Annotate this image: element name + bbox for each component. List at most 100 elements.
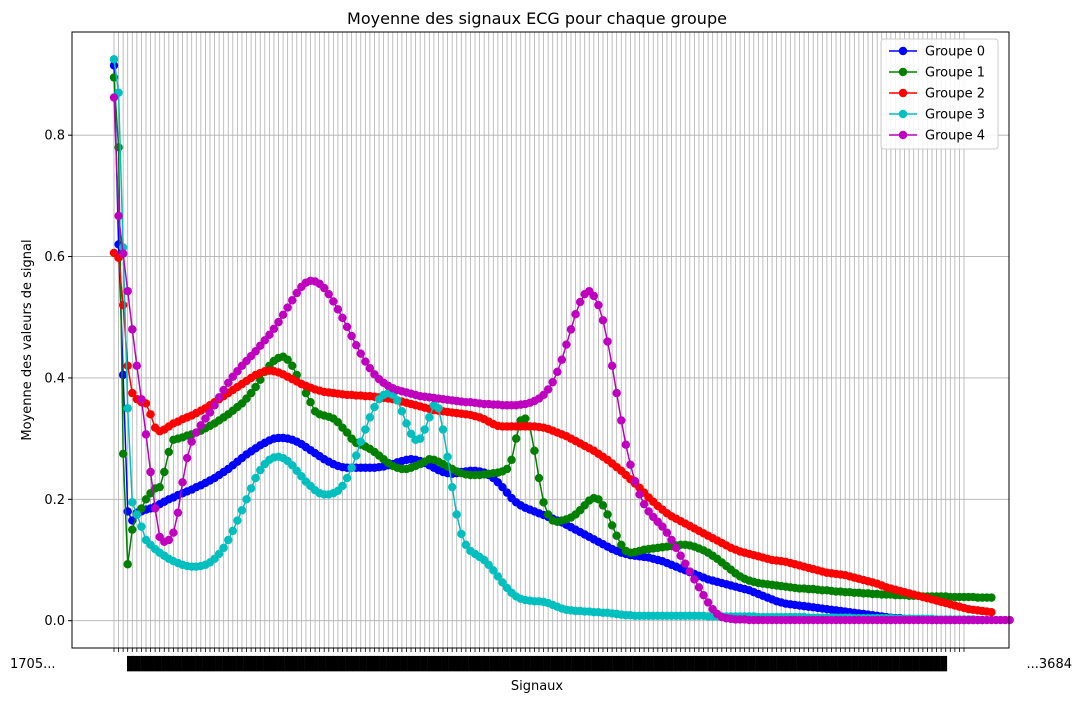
data-point — [365, 364, 375, 373]
data-point — [137, 522, 146, 531]
series-layer — [109, 55, 1014, 625]
x-tick-labels: ████████████████████████████████████████… — [126, 655, 947, 672]
data-point — [214, 393, 224, 402]
data-point — [320, 283, 329, 293]
data-point — [543, 510, 553, 519]
data-point — [246, 388, 256, 398]
data-point — [557, 355, 567, 364]
data-point — [361, 357, 370, 366]
data-point — [137, 394, 146, 404]
data-point — [543, 385, 553, 394]
data-point — [681, 559, 690, 568]
data-point — [690, 575, 699, 584]
legend-label: Groupe 4 — [925, 129, 985, 144]
data-point — [160, 467, 169, 477]
legend-swatch-marker — [898, 67, 908, 77]
data-point — [118, 449, 128, 458]
data-point — [667, 535, 676, 545]
x-axis-label: Signaux — [511, 679, 564, 694]
y-tick-label: 0.8 — [44, 129, 65, 144]
data-point — [489, 566, 498, 575]
data-point — [109, 55, 119, 64]
data-point — [534, 473, 544, 483]
data-point — [617, 416, 626, 425]
data-point — [352, 340, 361, 350]
data-point — [607, 521, 617, 530]
data-point — [361, 425, 370, 434]
chart-title: Moyenne des signaux ECG pour chaque grou… — [347, 9, 727, 28]
data-point — [329, 297, 338, 306]
data-point — [662, 528, 672, 537]
data-point — [342, 473, 352, 483]
data-point — [205, 408, 215, 417]
y-axis: 0.0 0.2 0.4 0.6 0.8 — [44, 129, 72, 629]
data-point — [397, 407, 407, 416]
data-point — [224, 378, 233, 387]
data-point — [146, 467, 155, 477]
series-2 — [109, 248, 996, 617]
data-point — [141, 430, 151, 439]
legend-label: Groupe 2 — [925, 87, 985, 102]
data-point — [109, 61, 119, 70]
data-point — [251, 473, 260, 483]
data-point — [461, 540, 471, 550]
data-point — [150, 504, 160, 513]
data-point — [402, 419, 411, 428]
data-point — [128, 388, 137, 398]
legend-box — [880, 38, 999, 150]
data-point — [530, 446, 539, 455]
data-point — [566, 325, 576, 334]
data-point — [182, 453, 192, 463]
data-point — [342, 322, 352, 332]
legend-label: Groupe 1 — [925, 66, 985, 81]
data-point — [575, 297, 585, 307]
data-point — [370, 402, 379, 412]
data-point — [164, 535, 174, 545]
x-tick-label-first: 1705... — [10, 657, 55, 672]
data-point — [347, 463, 356, 472]
data-point — [128, 498, 137, 507]
data-point — [434, 404, 443, 413]
data-point — [128, 325, 137, 334]
data-point — [132, 361, 142, 370]
data-point — [178, 478, 187, 487]
y-tick-label: 0.2 — [44, 493, 65, 508]
data-point — [123, 286, 132, 296]
data-point — [612, 388, 621, 398]
data-point — [141, 495, 151, 504]
data-point — [617, 540, 626, 550]
data-point — [493, 572, 503, 581]
y-tick-label: 0.6 — [44, 250, 65, 265]
data-point — [699, 591, 708, 600]
data-point — [443, 452, 452, 462]
data-point — [173, 508, 183, 517]
data-point — [118, 249, 128, 258]
data-point — [521, 414, 530, 423]
data-point — [630, 476, 640, 486]
data-point — [352, 451, 361, 460]
data-point — [224, 535, 233, 545]
data-point — [146, 410, 155, 419]
data-point — [192, 428, 201, 437]
data-point — [406, 429, 416, 438]
data-point — [502, 464, 512, 474]
data-point — [603, 510, 612, 519]
data-point — [603, 337, 612, 346]
data-point — [598, 316, 608, 325]
data-point — [256, 465, 265, 475]
data-point — [987, 593, 996, 602]
data-point — [219, 543, 228, 553]
data-point — [447, 482, 457, 492]
data-point — [703, 598, 713, 607]
data-point — [548, 377, 557, 387]
data-point — [356, 349, 365, 358]
data-point — [598, 501, 608, 510]
data-point — [507, 455, 516, 465]
data-point — [169, 528, 178, 537]
data-point — [658, 522, 667, 531]
data-point — [626, 460, 635, 469]
data-point — [242, 495, 251, 504]
data-point — [365, 413, 375, 422]
data-point — [607, 361, 617, 370]
